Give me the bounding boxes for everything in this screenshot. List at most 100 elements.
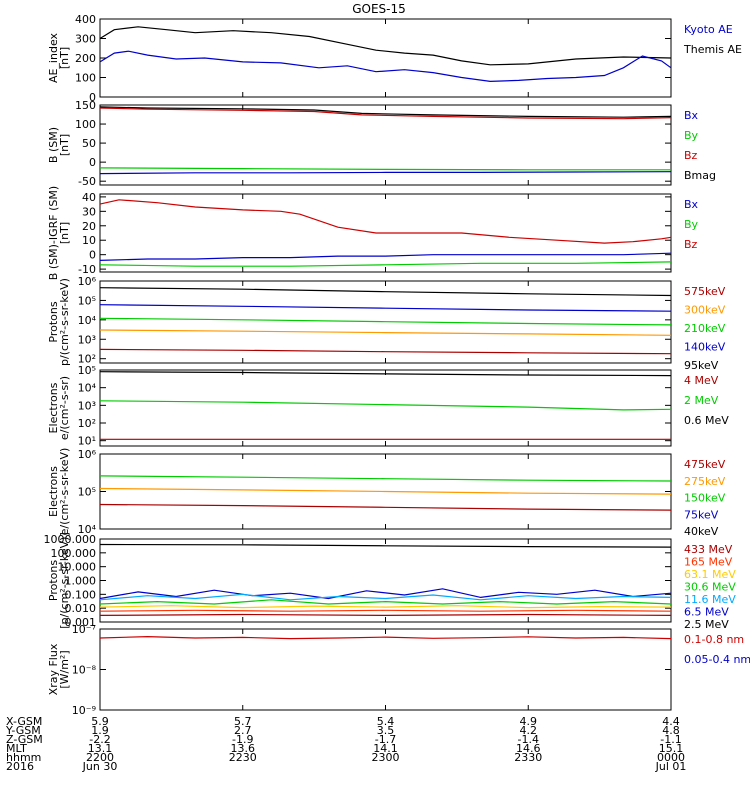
ephemeris-value: 14.6 bbox=[516, 742, 541, 755]
series-line-475kev bbox=[99, 503, 672, 511]
ephemeris-value: 5.7 bbox=[234, 715, 252, 728]
ephemeris-value: 2.7 bbox=[234, 724, 252, 737]
series-line-0-6-mev bbox=[99, 371, 672, 377]
y-tick-label: 100 bbox=[75, 118, 96, 131]
series-line-6-5-mev bbox=[99, 588, 672, 600]
ephemeris-value: 2230 bbox=[229, 751, 257, 764]
ephemeris-row-label: X-GSM bbox=[6, 715, 42, 728]
legend-entry: 30.6 MeV bbox=[684, 581, 736, 594]
y-tick-label: 10⁵ bbox=[78, 294, 96, 307]
ephemeris-value: Jun 30 bbox=[82, 760, 118, 773]
series-line-433-mev bbox=[99, 613, 672, 617]
legend-entry: 4 MeV bbox=[684, 374, 719, 387]
legend-entry: 140keV bbox=[684, 341, 726, 354]
ephemeris-value: 3.5 bbox=[377, 724, 395, 737]
series-line-95kev bbox=[99, 287, 672, 297]
series-line-210kev bbox=[99, 317, 672, 326]
series-line-bz bbox=[99, 199, 672, 244]
y-axis-label: [p/(cm²-s-sr-keV)] bbox=[58, 532, 71, 629]
series-line-150kev bbox=[99, 475, 672, 482]
ephemeris-value: 2330 bbox=[514, 751, 542, 764]
legend-entry: 63.1 MeV bbox=[684, 568, 736, 581]
ephemeris-value: 4.8 bbox=[662, 724, 680, 737]
series-line-300kev bbox=[99, 329, 672, 336]
y-tick-label: 10¹ bbox=[78, 435, 96, 448]
ephemeris-value: 5.9 bbox=[91, 715, 109, 728]
y-tick-label: 1.000 bbox=[65, 575, 97, 588]
series-line-bx bbox=[99, 171, 672, 175]
y-axis-label: B (SM) bbox=[47, 127, 60, 163]
y-tick-label: 10² bbox=[78, 353, 96, 366]
y-tick-label: 10⁴ bbox=[78, 314, 97, 327]
y-axis-label: [nT] bbox=[58, 134, 71, 156]
legend-entry: 165 MeV bbox=[684, 556, 733, 569]
ephemeris-row-label: hhmm bbox=[6, 751, 41, 764]
series-line-bx bbox=[99, 252, 672, 261]
legend-entry: 0.1-0.8 nm bbox=[684, 633, 744, 646]
ephemeris-value: 5.4 bbox=[377, 715, 395, 728]
y-tick-label: 10⁵ bbox=[78, 364, 96, 377]
ephemeris-value: -1.9 bbox=[232, 733, 253, 746]
y-tick-label: 400 bbox=[75, 13, 96, 26]
series-line-30-6-mev bbox=[99, 599, 672, 605]
y-tick-label: 0 bbox=[89, 156, 96, 169]
legend-entry: Kyoto AE bbox=[684, 23, 733, 36]
ephemeris-value: 4.2 bbox=[520, 724, 538, 737]
legend-entry: 95keV bbox=[684, 359, 719, 372]
ephemeris-row-label: MLT bbox=[6, 742, 27, 755]
y-tick-label: 10⁴ bbox=[78, 523, 97, 536]
y-tick-label: 10.000 bbox=[58, 561, 97, 574]
y-axis-label: e/(cm²-s-sr) bbox=[58, 376, 71, 440]
panel-frame bbox=[99, 538, 672, 623]
y-tick-label: 0.010 bbox=[65, 602, 97, 615]
y-tick-label: 100 bbox=[75, 72, 96, 85]
y-axis-label: Electrons bbox=[47, 466, 60, 517]
y-axis-label: p/(cm²-s-sr-keV) bbox=[58, 278, 71, 366]
panel-frame bbox=[99, 369, 672, 447]
legend-entry: 11.6 MeV bbox=[684, 593, 736, 606]
ephemeris-row-label: 2016 bbox=[6, 760, 34, 773]
series-line-bz bbox=[99, 107, 672, 120]
legend-entry: 150keV bbox=[684, 492, 726, 505]
y-axis-label: Electrons bbox=[47, 382, 60, 433]
y-tick-label: 10² bbox=[78, 417, 96, 430]
ephemeris-value: 2300 bbox=[372, 751, 400, 764]
y-tick-label: 1000.000 bbox=[44, 533, 97, 546]
y-tick-label: 300 bbox=[75, 33, 96, 46]
legend-entry: 275keV bbox=[684, 475, 726, 488]
legend-entry: Themis AE bbox=[683, 43, 742, 56]
legend-entry: Bz bbox=[684, 238, 698, 251]
series-line-63-1-mev bbox=[99, 605, 672, 609]
ephemeris-value: 1.9 bbox=[91, 724, 109, 737]
legend-entry: 0.05-0.4 nm bbox=[684, 653, 750, 666]
ephemeris-value: Jul 01 bbox=[655, 760, 687, 773]
legend-entry: 300keV bbox=[684, 304, 726, 317]
series-line-0-1-0-8-nm bbox=[99, 635, 672, 640]
series-line-by bbox=[99, 167, 671, 171]
y-axis-label: Protons bbox=[47, 560, 60, 601]
y-tick-label: 0.001 bbox=[65, 616, 97, 629]
y-tick-label: -10 bbox=[78, 263, 96, 276]
legend-entry: Bz bbox=[684, 149, 698, 162]
series-line-themis-ae bbox=[99, 26, 672, 66]
legend-entry: Bmag bbox=[684, 169, 716, 182]
ephemeris-value: -1.1 bbox=[660, 733, 681, 746]
series-line-2-5-mev bbox=[99, 543, 672, 548]
ephemeris-value: -2.2 bbox=[89, 733, 110, 746]
y-tick-label: -50 bbox=[78, 175, 96, 188]
ephemeris-value: 2200 bbox=[86, 751, 114, 764]
y-tick-label: 10⁵ bbox=[78, 486, 96, 499]
legend-entry: 75keV bbox=[684, 508, 719, 521]
series-line-140kev bbox=[99, 304, 672, 312]
ephemeris-value: 0000 bbox=[657, 751, 685, 764]
legend-entry: 2 MeV bbox=[684, 394, 719, 407]
series-line-bmag bbox=[99, 106, 672, 118]
legend-entry: 40keV bbox=[684, 525, 719, 538]
